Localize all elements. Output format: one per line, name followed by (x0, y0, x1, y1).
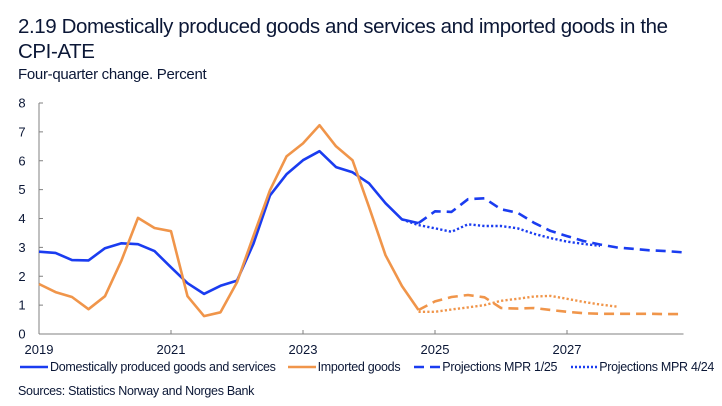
legend-label: Projections MPR 1/25 (442, 360, 558, 374)
chart-title: 2.19 Domestically produced goods and ser… (18, 15, 668, 63)
legend-label: Projections MPR 4/24 (599, 360, 715, 374)
y-tick-label: 5 (18, 182, 25, 197)
legend-label: Imported goods (317, 360, 401, 374)
series-line-domestic-dashed (417, 197, 683, 254)
y-tick-label: 0 (18, 327, 25, 342)
tick-labels: 0 1 2 3 4 5 6 7 8 2019 2021 2023 2025 2027 (18, 96, 581, 358)
x-tick-label: 2019 (25, 342, 54, 357)
legend-swatch-dashed-blue (414, 365, 441, 369)
series-line-domestic-solid (38, 149, 419, 296)
series-line-domestic-dotted (401, 218, 601, 248)
y-tick-label: 8 (18, 96, 25, 111)
legend-swatch-solid-blue (20, 365, 48, 369)
legend-swatch-dotted-blue (571, 365, 598, 369)
legend-label: Domestically produced goods and services (50, 360, 276, 374)
source-note: Sources: Statistics Norway and Norges Ba… (18, 384, 255, 398)
legend-item-imported: Imported goods (287, 360, 401, 374)
axes (38, 102, 684, 335)
x-tick-label: 2027 (553, 342, 582, 357)
chart-subtitle: Four-quarter change. Percent (18, 66, 207, 83)
series-layer (38, 123, 683, 318)
y-tick-label: 4 (18, 211, 25, 226)
series-line-imported-solid (38, 123, 420, 318)
y-tick-label: 2 (18, 269, 25, 284)
y-tick-label: 6 (18, 153, 25, 168)
legend-item-domestic: Domestically produced goods and services (20, 360, 276, 374)
x-tick-label: 2021 (157, 342, 186, 357)
y-tick-label: 1 (18, 298, 25, 313)
legend-swatch-solid-orange (287, 365, 316, 369)
legend: Domestically produced goods and services… (20, 360, 722, 374)
series-line-imported-dashed (417, 293, 683, 316)
y-tick-label: 7 (18, 124, 25, 139)
legend-item-mpr-1-25: Projections MPR 1/25 (412, 360, 557, 374)
legend-item-mpr-4-24: Projections MPR 4/24 (569, 360, 714, 374)
y-tick-label: 3 (18, 240, 25, 255)
x-tick-label: 2025 (421, 342, 450, 357)
x-tick-label: 2023 (289, 342, 318, 357)
